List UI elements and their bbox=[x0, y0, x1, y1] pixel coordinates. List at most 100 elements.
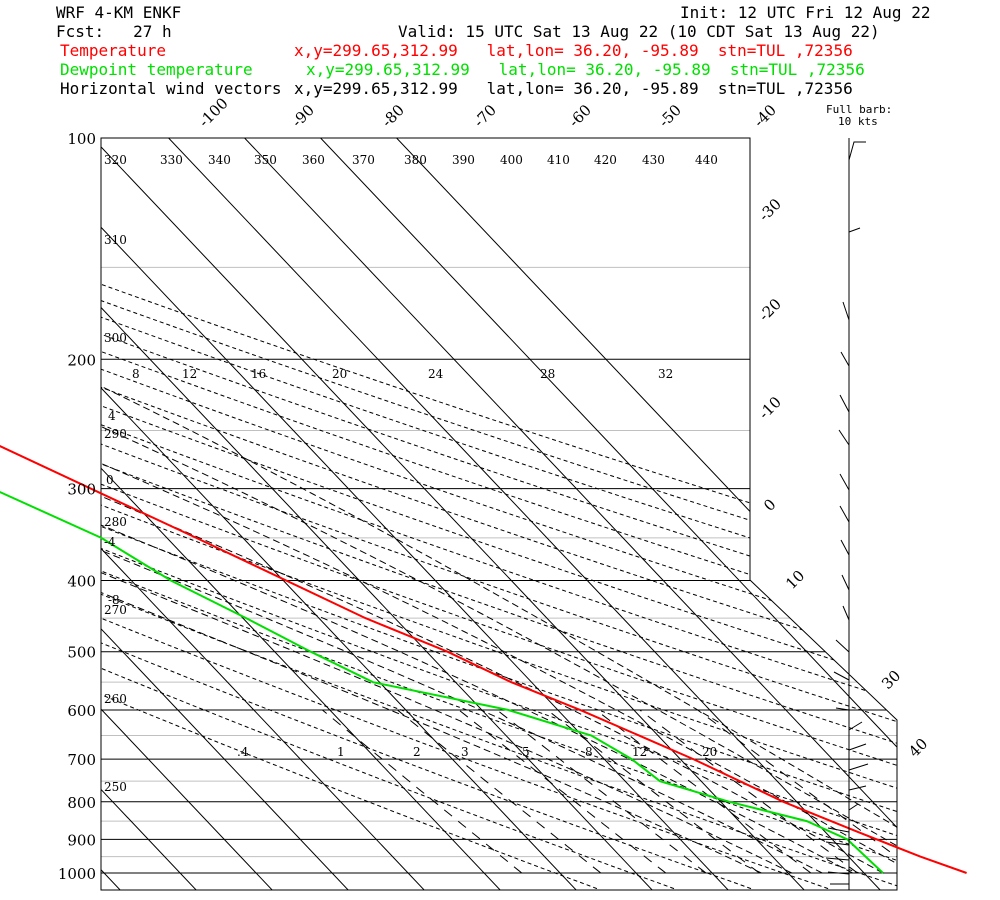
dry-adiabat-label: 430 bbox=[642, 153, 665, 167]
dry-adiabat-label: 340 bbox=[208, 153, 231, 167]
dry-adiabat-line bbox=[101, 138, 897, 890]
isotherm-line bbox=[101, 138, 200, 890]
mixing-ratio-label: 3 bbox=[461, 745, 469, 759]
wind-barb-column bbox=[825, 138, 869, 890]
small-temperature-label: 0 bbox=[106, 473, 114, 487]
temperature-profile-line bbox=[0, 445, 967, 874]
isotherm-line bbox=[101, 138, 428, 890]
wind-barb bbox=[827, 827, 850, 833]
temperature-label-top: -70 bbox=[470, 101, 500, 131]
temperature-legend-info: x,y=299.65,312.99 lat,lon= 36.20, -95.89… bbox=[294, 41, 853, 60]
isotherm-line bbox=[244, 138, 897, 890]
wind-legend-info: x,y=299.65,312.99 lat,lon= 36.20, -95.89… bbox=[294, 79, 853, 98]
wind-barb bbox=[840, 539, 850, 556]
isotherm-line bbox=[101, 138, 580, 890]
dry-adiabat-label: 270 bbox=[104, 603, 127, 617]
isotherm-lines bbox=[0, 138, 897, 893]
temperature-label-top: -60 bbox=[565, 101, 595, 131]
mixing-ratio-label: 8 bbox=[585, 745, 593, 759]
forecast-hour: Fcst: 27 h bbox=[56, 22, 172, 41]
valid-time: Valid: 15 UTC Sat 13 Aug 22 (10 CDT Sat … bbox=[398, 22, 880, 41]
dewpoint-legend-name: Dewpoint temperature bbox=[60, 60, 253, 79]
pressure-label-100: 100 bbox=[67, 130, 96, 148]
wind-barb bbox=[841, 574, 850, 591]
dry-adiabat-lines bbox=[101, 138, 897, 890]
dry-adiabat-label: 310 bbox=[104, 233, 127, 247]
wind-barb bbox=[848, 141, 866, 161]
wind-barb bbox=[833, 671, 850, 681]
moist-adiabat-label: 8 bbox=[132, 367, 140, 381]
temperature-label-top: -80 bbox=[378, 101, 408, 131]
moist-adiabat-line bbox=[101, 350, 823, 874]
temperature-labels-top: -100 -90 -80 -70 -60 -50 -40 bbox=[195, 94, 780, 131]
temperature-label-right: 0 bbox=[760, 495, 779, 514]
mixing-ratio-line bbox=[396, 709, 602, 874]
mixing-ratio-line bbox=[496, 709, 707, 874]
pressure-label-500: 500 bbox=[67, 644, 96, 662]
isotherm-line bbox=[101, 138, 656, 890]
small-temperature-label: -8 bbox=[108, 593, 120, 607]
temperature-legend-name: Temperature bbox=[60, 41, 166, 60]
isotherm-line bbox=[101, 138, 352, 890]
temperature-label-right: 40 bbox=[905, 735, 931, 761]
pressure-tick-labels: 100 200 300 400 500 600 700 800 900 1000 bbox=[58, 130, 96, 883]
dry-adiabat-line bbox=[101, 138, 897, 890]
mixing-ratio-line bbox=[639, 709, 858, 874]
moist-adiabat-line bbox=[101, 350, 853, 874]
moist-adiabat-labels: 8 12 16 20 24 28 32 4 0 -4 -8 bbox=[104, 367, 673, 607]
dry-adiabat-label: 420 bbox=[594, 153, 617, 167]
dry-adiabat-line bbox=[101, 138, 897, 890]
isobar-lines bbox=[101, 138, 897, 874]
dry-adiabat-label: 360 bbox=[302, 153, 325, 167]
dry-adiabat-label: 400 bbox=[500, 153, 523, 167]
wind-barb bbox=[838, 429, 850, 446]
temperature-label-top: -50 bbox=[655, 101, 685, 131]
isotherm-line bbox=[101, 138, 276, 890]
dry-adiabat-line bbox=[101, 138, 897, 890]
dry-adiabat-line bbox=[101, 138, 897, 890]
dry-adiabat-labels: 320 330 340 350 360 370 380 390 400 410 420 430 4403… bbox=[104, 153, 718, 794]
mixing-ratio-label: 1 bbox=[337, 745, 345, 759]
wind-barb bbox=[839, 394, 850, 413]
moist-adiabat-line bbox=[101, 350, 793, 874]
mixing-ratio-labels: .4 1 2 3 5 8 12 20 bbox=[237, 745, 717, 759]
moist-adiabat-label: 16 bbox=[251, 367, 266, 381]
moist-adiabat-line bbox=[101, 350, 884, 874]
dry-adiabat-label: 380 bbox=[404, 153, 427, 167]
dry-adiabat-line bbox=[101, 138, 897, 890]
wind-barb bbox=[839, 505, 850, 523]
isotherm-line bbox=[0, 138, 47, 893]
small-temperature-label: -4 bbox=[104, 535, 116, 549]
sounding-profiles bbox=[0, 445, 967, 874]
wind-barb bbox=[848, 763, 869, 771]
temperature-label-top: -90 bbox=[288, 101, 318, 131]
temperature-label-top: -40 bbox=[750, 101, 780, 131]
pressure-label-300: 300 bbox=[67, 481, 96, 499]
dry-adiabat-line bbox=[101, 138, 897, 890]
pressure-label-400: 400 bbox=[67, 573, 96, 591]
isotherm-line bbox=[101, 138, 808, 890]
wind-barb bbox=[848, 743, 867, 751]
mixing-ratio-lines bbox=[321, 709, 897, 874]
temperature-label-right: 30 bbox=[878, 667, 904, 693]
dry-adiabat-line bbox=[101, 138, 675, 890]
wind-barb bbox=[825, 857, 850, 861]
isotherm-line bbox=[396, 138, 897, 890]
moist-adiabat-line bbox=[101, 350, 897, 874]
mixing-ratio-label: 2 bbox=[413, 745, 421, 759]
moist-adiabat-label: 20 bbox=[332, 367, 347, 381]
dry-adiabat-line bbox=[101, 138, 897, 890]
plot-frame bbox=[100, 137, 898, 891]
pressure-label-700: 700 bbox=[67, 751, 96, 769]
moist-adiabat-label: 32 bbox=[658, 367, 673, 381]
wind-barb bbox=[848, 227, 861, 233]
temperature-label-top: -100 bbox=[195, 94, 232, 131]
dry-adiabat-line bbox=[101, 138, 598, 890]
dry-adiabat-label: 300 bbox=[104, 331, 127, 345]
wind-barb bbox=[835, 707, 850, 711]
dry-adiabat-line bbox=[101, 138, 897, 890]
dry-adiabat-line bbox=[101, 138, 897, 890]
dry-adiabat-line bbox=[101, 138, 897, 890]
dry-adiabat-line bbox=[101, 138, 897, 890]
pressure-label-200: 200 bbox=[67, 351, 96, 369]
